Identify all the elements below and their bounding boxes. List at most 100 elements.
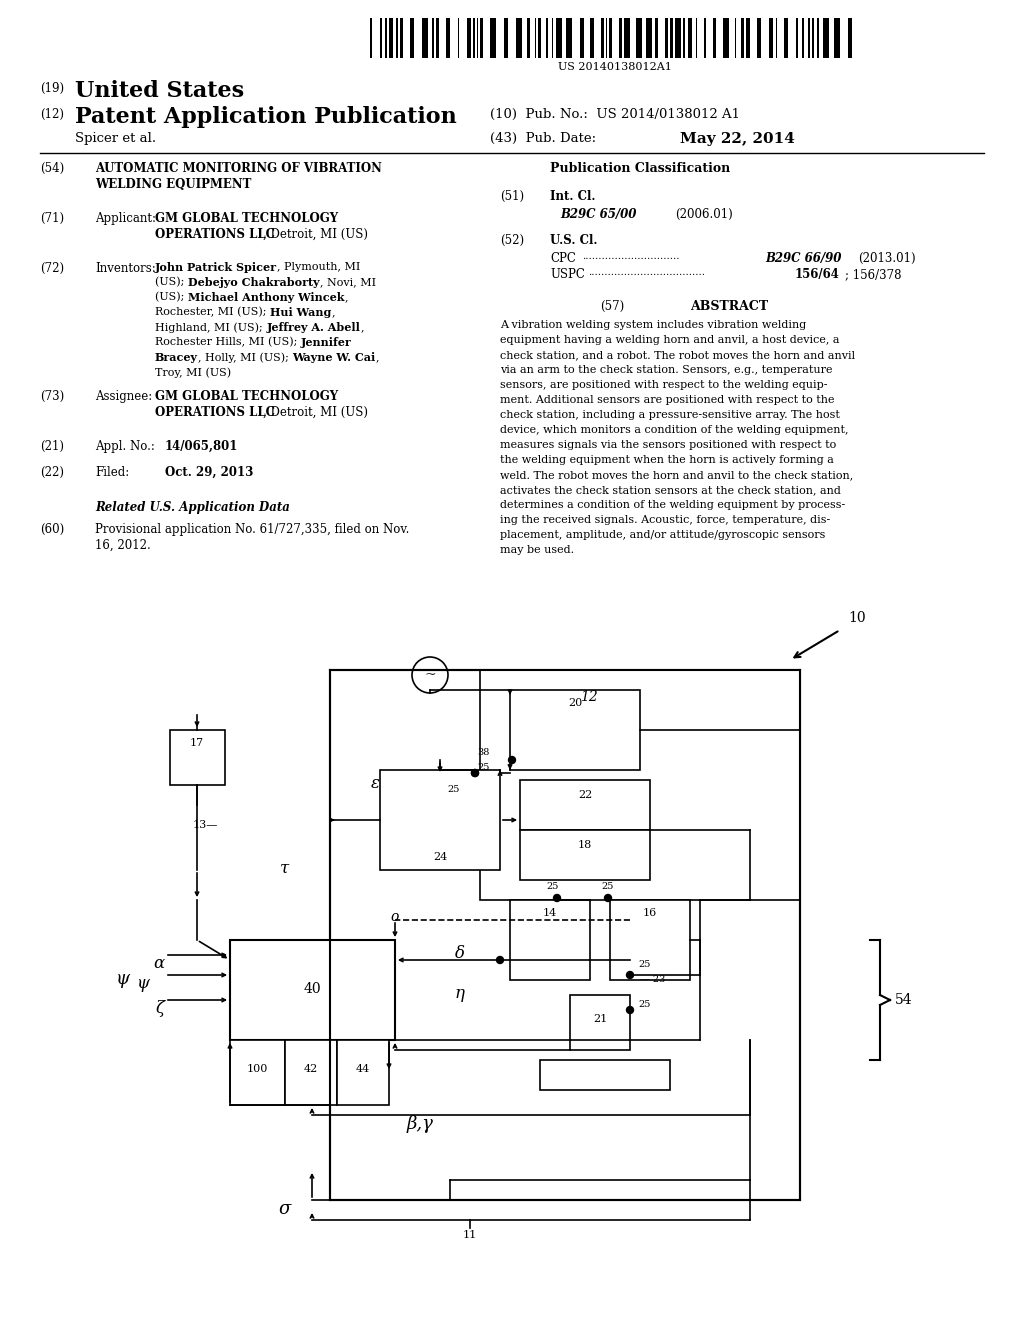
Text: ment. Additional sensors are positioned with respect to the: ment. Additional sensors are positioned …	[500, 395, 835, 405]
Text: — 23: — 23	[640, 975, 666, 983]
Text: May 22, 2014: May 22, 2014	[680, 132, 795, 147]
Text: Spicer et al.: Spicer et al.	[75, 132, 156, 145]
Text: (12): (12)	[40, 108, 63, 121]
Text: 16: 16	[643, 908, 657, 917]
Bar	[848, 18, 852, 58]
Text: equipment having a welding horn and anvil, a host device, a: equipment having a welding horn and anvi…	[500, 335, 840, 345]
Bar	[540, 1060, 670, 1090]
Text: 10: 10	[848, 611, 865, 624]
Text: OPERATIONS LLC: OPERATIONS LLC	[155, 407, 275, 418]
Text: WELDING EQUIPMENT: WELDING EQUIPMENT	[95, 178, 251, 191]
Bar	[380, 770, 500, 870]
Text: Provisional application No. 61/727,335, filed on Nov.: Provisional application No. 61/727,335, …	[95, 523, 410, 536]
Text: 17: 17	[189, 738, 204, 748]
Text: CPC: CPC	[550, 252, 575, 265]
Text: ,: ,	[360, 322, 364, 333]
Bar	[432, 18, 434, 58]
Text: 22: 22	[578, 789, 592, 800]
Bar	[520, 830, 650, 880]
Text: (51): (51)	[500, 190, 524, 203]
Text: Int. Cl.: Int. Cl.	[550, 190, 596, 203]
Text: 44: 44	[356, 1064, 370, 1074]
Text: John Patrick Spicer: John Patrick Spicer	[155, 261, 278, 273]
Bar	[473, 18, 474, 58]
Text: weld. The robot moves the horn and anvil to the check station,: weld. The robot moves the horn and anvil…	[500, 470, 853, 480]
Circle shape	[627, 1006, 634, 1014]
Text: (US);: (US);	[155, 292, 187, 302]
Text: (22): (22)	[40, 466, 63, 479]
Bar	[467, 18, 471, 58]
Text: ε: ε	[371, 775, 380, 792]
Text: (60): (60)	[40, 523, 65, 536]
Bar	[609, 18, 612, 58]
Text: via an arm to the check station. Sensors, e.g., temperature: via an arm to the check station. Sensors…	[500, 366, 833, 375]
Bar	[385, 18, 387, 58]
Bar	[458, 18, 460, 58]
Bar	[520, 780, 650, 830]
Circle shape	[497, 957, 504, 964]
Bar	[389, 18, 393, 58]
Bar	[370, 18, 373, 58]
Text: , Novi, MI: , Novi, MI	[319, 277, 376, 286]
Bar	[170, 730, 225, 785]
Text: σ: σ	[279, 1200, 291, 1218]
Text: 12: 12	[580, 690, 598, 704]
Bar	[601, 18, 604, 58]
Bar	[683, 18, 685, 58]
Bar	[570, 995, 630, 1049]
Text: (43)  Pub. Date:: (43) Pub. Date:	[490, 132, 596, 145]
Text: ..............................: ..............................	[582, 252, 680, 261]
Circle shape	[554, 895, 560, 902]
Bar	[688, 18, 692, 58]
Text: 14/065,801: 14/065,801	[165, 440, 239, 453]
Text: 25: 25	[638, 960, 650, 969]
Bar	[670, 18, 673, 58]
Text: 11: 11	[463, 1230, 477, 1239]
Text: ζ: ζ	[156, 1001, 165, 1016]
Text: Hui Wang: Hui Wang	[270, 308, 332, 318]
Text: ,: ,	[344, 292, 348, 302]
Text: U.S. Cl.: U.S. Cl.	[550, 234, 597, 247]
Text: 54: 54	[895, 993, 912, 1007]
Text: , Plymouth, MI: , Plymouth, MI	[278, 261, 360, 272]
Bar	[620, 18, 622, 58]
Text: Highland, MI (US);: Highland, MI (US);	[155, 322, 266, 333]
Text: β,γ: β,γ	[407, 1115, 433, 1133]
Text: ,: ,	[376, 352, 379, 362]
Text: 25: 25	[547, 882, 559, 891]
Bar	[480, 671, 800, 900]
Bar	[775, 18, 777, 58]
Text: (54): (54)	[40, 162, 65, 176]
Bar	[606, 18, 607, 58]
Text: Oct. 29, 2013: Oct. 29, 2013	[165, 466, 253, 479]
Bar	[645, 18, 651, 58]
Bar	[741, 18, 743, 58]
Bar	[695, 18, 697, 58]
Text: ABSTRACT: ABSTRACT	[690, 300, 768, 313]
Bar	[337, 1040, 389, 1105]
Bar	[784, 18, 788, 58]
Text: USPC: USPC	[550, 268, 585, 281]
Text: (19): (19)	[40, 82, 65, 95]
Text: 100: 100	[247, 1064, 267, 1074]
Text: sensors, are positioned with respect to the welding equip-: sensors, are positioned with respect to …	[500, 380, 827, 389]
Bar	[713, 18, 716, 58]
Text: α: α	[154, 954, 165, 972]
Text: Appl. No.:: Appl. No.:	[95, 440, 155, 453]
Bar	[490, 18, 496, 58]
Text: ; 156/378: ; 156/378	[845, 268, 901, 281]
Bar	[581, 18, 585, 58]
Bar	[666, 18, 668, 58]
Bar	[510, 690, 640, 770]
Text: determines a condition of the welding equipment by process-: determines a condition of the welding eq…	[500, 500, 845, 510]
Bar	[636, 18, 642, 58]
Text: OPERATIONS LLC: OPERATIONS LLC	[155, 228, 275, 242]
Text: 42: 42	[304, 1064, 318, 1074]
Bar	[655, 18, 658, 58]
Text: device, which monitors a condition of the welding equipment,: device, which monitors a condition of th…	[500, 425, 849, 436]
Text: 18: 18	[578, 840, 592, 850]
Bar	[552, 18, 553, 58]
Text: United States: United States	[75, 81, 244, 102]
Bar	[822, 18, 828, 58]
Text: may be used.: may be used.	[500, 545, 574, 554]
